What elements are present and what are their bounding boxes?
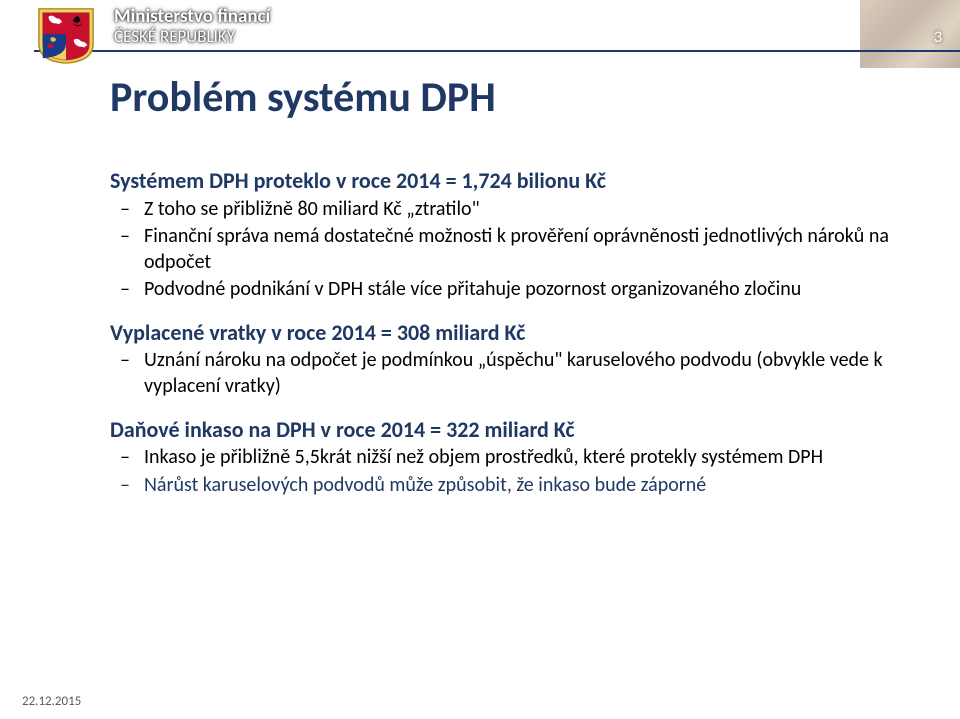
footer-date: 22.12.2015 <box>22 694 81 709</box>
section2-list: Uznání nároku na odpočet je podmínkou „ú… <box>110 348 900 401</box>
bullet-item-emphasis: Nárůst karuselových podvodů může způsobi… <box>144 473 900 501</box>
page-number: 3 <box>934 28 942 47</box>
bullet-item: Finanční správa nemá dostatečné možnosti… <box>144 224 900 277</box>
ministry-name-line2: ČESKÉ REPUBLIKY <box>114 28 270 47</box>
czech-coat-of-arms-icon <box>34 3 98 65</box>
section1-list: Z toho se přibližně 80 miliard Kč „ztrat… <box>110 197 900 305</box>
bullet-item: Inkaso je přibližně 5,5krát nižší než ob… <box>144 445 900 473</box>
section2-lead: Vyplacené vratky v roce 2014 = 308 milia… <box>110 319 900 347</box>
slide-header: Ministerstvo financí ČESKÉ REPUBLIKY 3 <box>0 0 960 68</box>
ministry-name-block: Ministerstvo financí ČESKÉ REPUBLIKY <box>114 7 270 47</box>
section3-list: Inkaso je přibližně 5,5krát nižší než ob… <box>110 445 900 500</box>
slide-content: Problém systému DPH Systémem DPH protekl… <box>110 72 900 512</box>
section1-lead: Systémem DPH proteklo v roce 2014 = 1,72… <box>110 167 900 195</box>
ministry-name-line1: Ministerstvo financí <box>114 7 270 28</box>
slide-title: Problém systému DPH <box>110 72 900 123</box>
bullet-item: Uznání nároku na odpočet je podmínkou „ú… <box>144 348 900 401</box>
section3-lead: Daňové inkaso na DPH v roce 2014 = 322 m… <box>110 416 900 444</box>
bullet-item: Podvodné podnikání v DPH stále více přit… <box>144 277 900 305</box>
bullet-item: Z toho se přibližně 80 miliard Kč „ztrat… <box>144 197 900 225</box>
